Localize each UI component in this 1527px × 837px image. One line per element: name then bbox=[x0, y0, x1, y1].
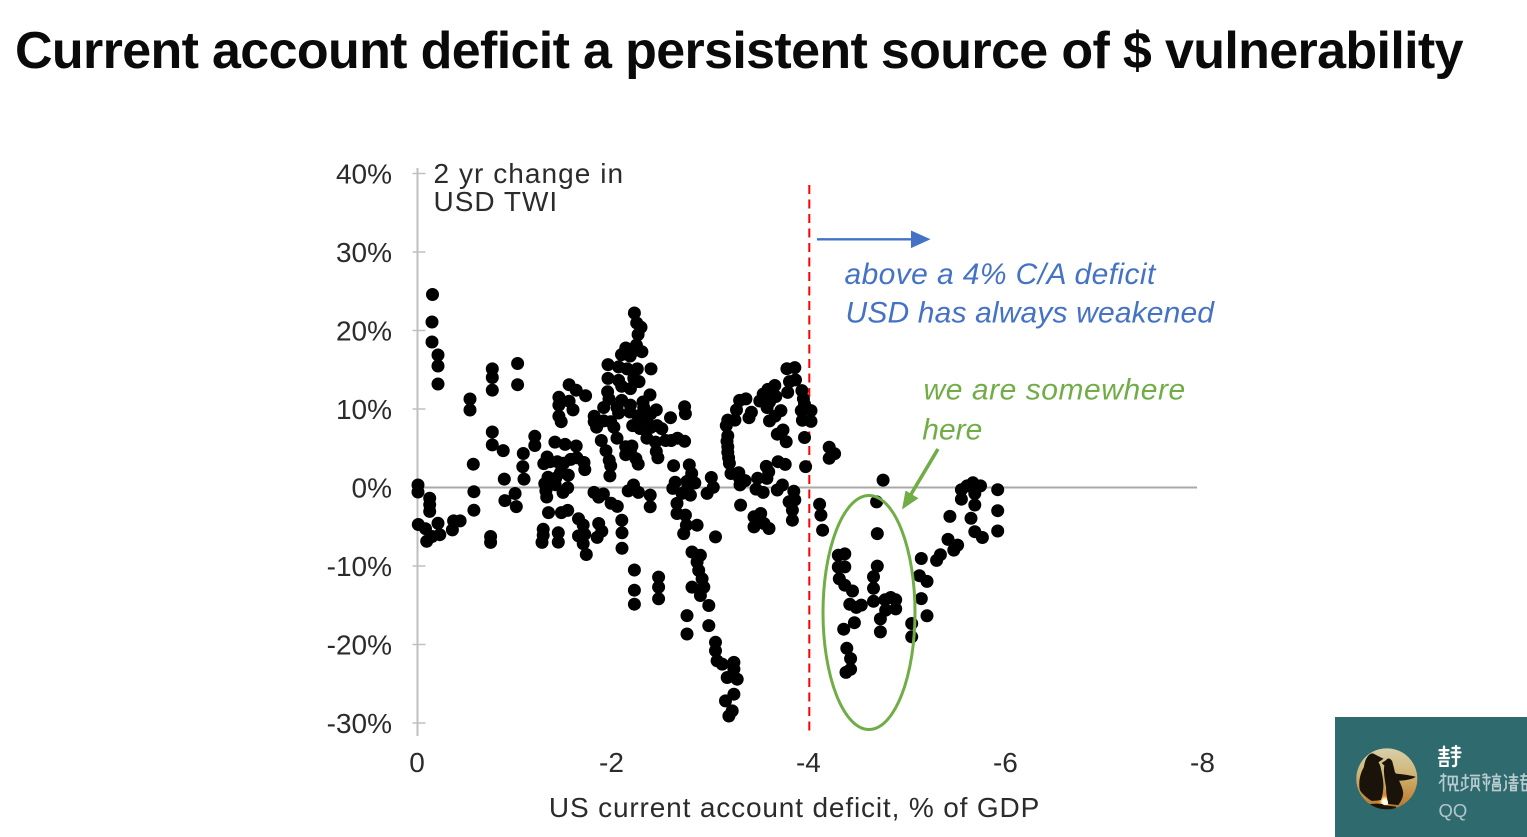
svg-text:-30%: -30% bbox=[327, 708, 392, 739]
svg-text:-10%: -10% bbox=[327, 551, 392, 582]
svg-text:USD TWI: USD TWI bbox=[434, 186, 559, 217]
svg-text:-8: -8 bbox=[1190, 747, 1215, 778]
svg-text:2 yr change in: 2 yr change in bbox=[434, 158, 625, 189]
svg-text:20%: 20% bbox=[336, 316, 392, 347]
svg-text:USD has always weakened: USD has always weakened bbox=[846, 297, 1216, 330]
svg-text:-20%: -20% bbox=[327, 630, 392, 661]
svg-text:30%: 30% bbox=[336, 237, 392, 268]
svg-text:here: here bbox=[922, 413, 982, 446]
svg-text:0: 0 bbox=[409, 747, 425, 778]
svg-text:US current account deficit, %: US current account deficit, % of GDP bbox=[549, 792, 1040, 823]
svg-text:QQ: QQ bbox=[1439, 800, 1468, 821]
svg-text:40%: 40% bbox=[336, 159, 392, 190]
svg-text:10%: 10% bbox=[336, 394, 392, 425]
svg-text:above a 4% C/A deficit: above a 4% C/A deficit bbox=[845, 258, 1157, 291]
svg-text:-4: -4 bbox=[796, 747, 821, 778]
svg-text:-2: -2 bbox=[599, 747, 624, 778]
svg-text:0%: 0% bbox=[352, 473, 392, 504]
svg-text:we are somewhere: we are somewhere bbox=[924, 374, 1186, 407]
svg-text:-6: -6 bbox=[993, 747, 1018, 778]
